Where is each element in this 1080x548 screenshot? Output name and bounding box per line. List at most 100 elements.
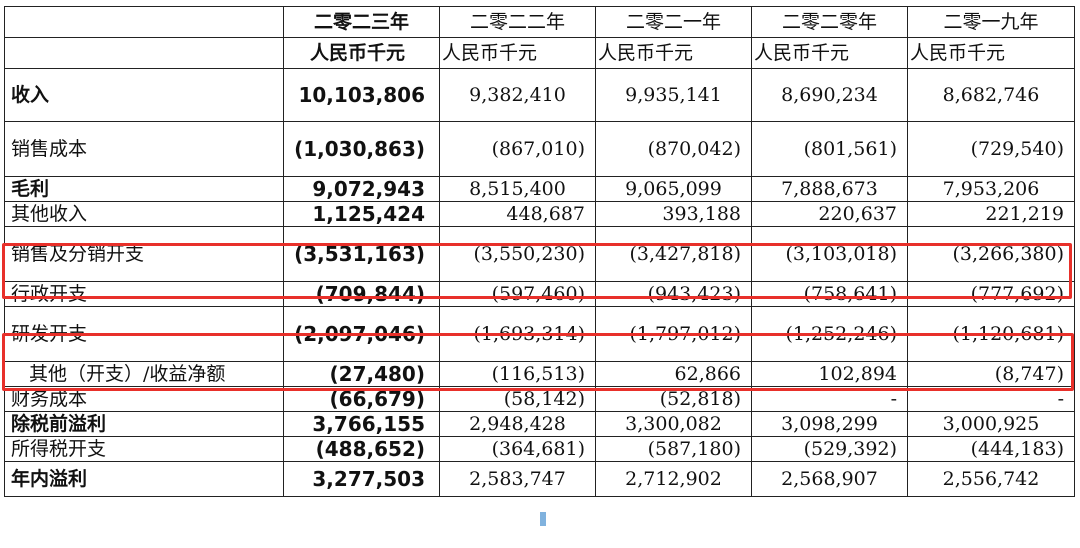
value-cell: 2,948,428 bbox=[439, 411, 596, 437]
year-header: 二零二三年 bbox=[283, 6, 440, 38]
year-header: 二零二零年 bbox=[751, 6, 908, 38]
table-row: 财务成本 (66,679) (58,142) (52,818) - - bbox=[4, 386, 1075, 412]
value-cell: 2,712,902 bbox=[595, 461, 752, 497]
row-label: 销售及分销开支 bbox=[4, 226, 284, 282]
unit-header: 人民币千元 bbox=[283, 37, 440, 69]
row-label: 行政开支 bbox=[4, 281, 284, 307]
value-cell: (116,513) bbox=[439, 361, 596, 387]
value-cell: (8,747) bbox=[907, 361, 1075, 387]
value-cell: 7,888,673 bbox=[751, 176, 908, 202]
year-header: 二零二一年 bbox=[595, 6, 752, 38]
value-2023: (3,531,163) bbox=[283, 226, 440, 282]
value-cell: 2,568,907 bbox=[751, 461, 908, 497]
table-row: 研发开支 (2,097,046) (1,693,314) (1,797,012)… bbox=[4, 306, 1075, 362]
value-cell: (3,427,818) bbox=[595, 226, 752, 282]
value-2023: (1,030,863) bbox=[283, 121, 440, 177]
unit-header: 人民币千元 bbox=[595, 37, 752, 69]
value-cell: (867,010) bbox=[439, 121, 596, 177]
value-cell: 7,953,206 bbox=[907, 176, 1075, 202]
unit-header: 人民币千元 bbox=[907, 37, 1075, 69]
value-2023: 9,072,943 bbox=[283, 176, 440, 202]
value-cell: (52,818) bbox=[595, 386, 752, 412]
year-header: 二零二二年 bbox=[439, 6, 596, 38]
value-cell: - bbox=[751, 386, 908, 412]
table-row: 销售成本 (1,030,863) (867,010) (870,042) (80… bbox=[4, 121, 1075, 177]
value-cell: (3,550,230) bbox=[439, 226, 596, 282]
value-cell: 3,098,299 bbox=[751, 411, 908, 437]
row-label: 毛利 bbox=[4, 176, 284, 202]
row-label: 财务成本 bbox=[4, 386, 284, 412]
value-cell: 3,300,082 bbox=[595, 411, 752, 437]
value-cell: 2,556,742 bbox=[907, 461, 1075, 497]
value-2023: 3,277,503 bbox=[283, 461, 440, 497]
value-2023: (2,097,046) bbox=[283, 306, 440, 362]
value-cell: (529,392) bbox=[751, 436, 908, 462]
value-cell: (777,692) bbox=[907, 281, 1075, 307]
value-cell: 2,583,747 bbox=[439, 461, 596, 497]
row-label: 年内溢利 bbox=[4, 461, 284, 497]
value-cell: 8,682,746 bbox=[907, 68, 1075, 122]
value-cell: (597,460) bbox=[439, 281, 596, 307]
unit-header: 人民币千元 bbox=[439, 37, 596, 69]
table-row: 销售及分销开支 (3,531,163) (3,550,230) (3,427,8… bbox=[4, 226, 1075, 282]
value-cell: (870,042) bbox=[595, 121, 752, 177]
value-cell: (1,120,681) bbox=[907, 306, 1075, 362]
value-2023: (27,480) bbox=[283, 361, 440, 387]
value-cell: (729,540) bbox=[907, 121, 1075, 177]
table-row: 其他（开支）/收益净额 (27,480) (116,513) 62,866 10… bbox=[4, 361, 1075, 387]
table-row: 行政开支 (709,844) (597,460) (943,423) (758,… bbox=[4, 281, 1075, 307]
row-label: 除税前溢利 bbox=[4, 411, 284, 437]
value-cell: (1,693,314) bbox=[439, 306, 596, 362]
value-cell: (1,252,246) bbox=[751, 306, 908, 362]
row-label: 其他（开支）/收益净额 bbox=[4, 361, 284, 387]
value-cell: (3,103,018) bbox=[751, 226, 908, 282]
table-row: 毛利 9,072,943 8,515,400 9,065,099 7,888,6… bbox=[4, 176, 1075, 202]
table-row: 年内溢利 3,277,503 2,583,747 2,712,902 2,568… bbox=[4, 461, 1075, 497]
value-2023: 3,766,155 bbox=[283, 411, 440, 437]
table-row: 所得税开支 (488,652) (364,681) (587,180) (529… bbox=[4, 436, 1075, 462]
corner-cell bbox=[4, 6, 284, 38]
corner-cell bbox=[4, 37, 284, 69]
row-label: 所得税开支 bbox=[4, 436, 284, 462]
row-label: 研发开支 bbox=[4, 306, 284, 362]
unit-header-row: 人民币千元 人民币千元 人民币千元 人民币千元 人民币千元 bbox=[4, 37, 1075, 69]
value-cell: (364,681) bbox=[439, 436, 596, 462]
value-cell: (801,561) bbox=[751, 121, 908, 177]
value-2023: 1,125,424 bbox=[283, 201, 440, 227]
value-cell: (3,266,380) bbox=[907, 226, 1075, 282]
value-cell: 3,000,925 bbox=[907, 411, 1075, 437]
value-cell: 9,935,141 bbox=[595, 68, 752, 122]
year-header-row: 二零二三年 二零二二年 二零二一年 二零二零年 二零一九年 bbox=[4, 6, 1075, 38]
unit-header: 人民币千元 bbox=[751, 37, 908, 69]
financial-table: 二零二三年 二零二二年 二零二一年 二零二零年 二零一九年 人民币千元 人民币千… bbox=[4, 6, 1075, 497]
row-label: 收入 bbox=[4, 68, 284, 122]
value-cell: 8,515,400 bbox=[439, 176, 596, 202]
table-row: 其他收入 1,125,424 448,687 393,188 220,637 2… bbox=[4, 201, 1075, 227]
row-label: 其他收入 bbox=[4, 201, 284, 227]
value-cell: 9,382,410 bbox=[439, 68, 596, 122]
value-2023: (488,652) bbox=[283, 436, 440, 462]
value-2023: 10,103,806 bbox=[283, 68, 440, 122]
value-cell: 102,894 bbox=[751, 361, 908, 387]
value-2023: (66,679) bbox=[283, 386, 440, 412]
value-cell: 62,866 bbox=[595, 361, 752, 387]
value-cell: (587,180) bbox=[595, 436, 752, 462]
value-cell: (58,142) bbox=[439, 386, 596, 412]
value-cell: 8,690,234 bbox=[751, 68, 908, 122]
text-cursor-marker bbox=[540, 512, 546, 526]
value-cell: (943,423) bbox=[595, 281, 752, 307]
row-label: 销售成本 bbox=[4, 121, 284, 177]
table-row: 除税前溢利 3,766,155 2,948,428 3,300,082 3,09… bbox=[4, 411, 1075, 437]
value-cell: 9,065,099 bbox=[595, 176, 752, 202]
value-cell: 448,687 bbox=[439, 201, 596, 227]
value-cell: (444,183) bbox=[907, 436, 1075, 462]
value-2023: (709,844) bbox=[283, 281, 440, 307]
value-cell: - bbox=[907, 386, 1075, 412]
value-cell: 220,637 bbox=[751, 201, 908, 227]
value-cell: 221,219 bbox=[907, 201, 1075, 227]
value-cell: (758,641) bbox=[751, 281, 908, 307]
value-cell: (1,797,012) bbox=[595, 306, 752, 362]
year-header: 二零一九年 bbox=[907, 6, 1075, 38]
table-row: 收入 10,103,806 9,382,410 9,935,141 8,690,… bbox=[4, 68, 1075, 122]
value-cell: 393,188 bbox=[595, 201, 752, 227]
